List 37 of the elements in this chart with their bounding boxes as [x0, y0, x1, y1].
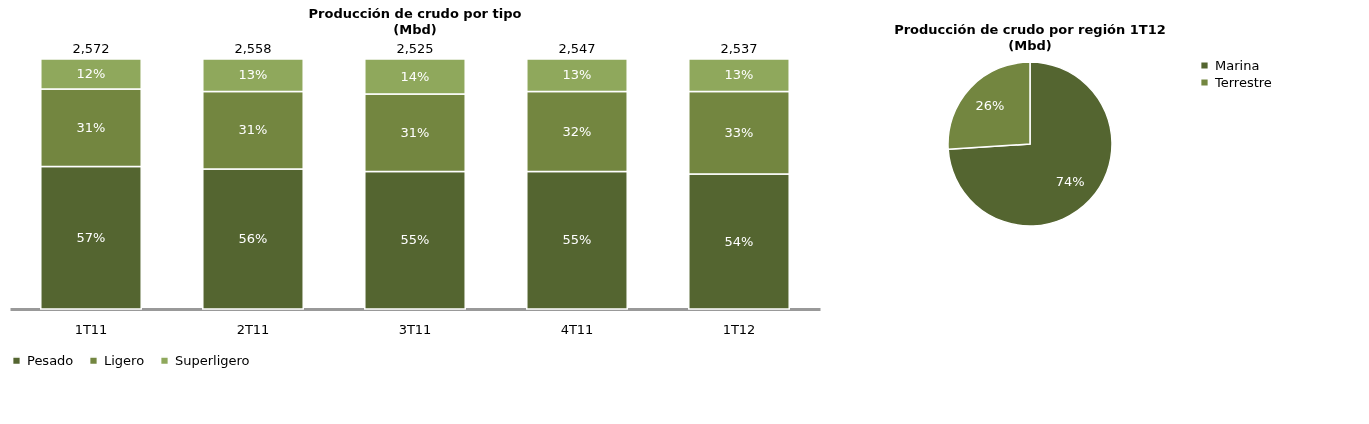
x-tick-label: 2T11: [236, 321, 270, 337]
legend-label: Terrestre: [1214, 74, 1272, 90]
chart-title: Producción de crudo por tipo: [308, 6, 522, 21]
x-tick-label: 3T11: [398, 321, 432, 337]
data-label: 32%: [562, 123, 592, 139]
annotation: 2,558: [234, 41, 272, 56]
legend-label: Marina: [1215, 57, 1260, 73]
legend-label: Ligero: [104, 352, 145, 368]
data-label: 13%: [724, 67, 754, 83]
data-label: 14%: [400, 68, 430, 84]
data-label: 55%: [562, 232, 592, 248]
x-tick-label: 4T11: [560, 321, 594, 337]
chart-subtitle: (Mbd): [393, 22, 437, 37]
x-tick-label: 1T12: [722, 321, 756, 337]
legend-label: Pesado: [27, 352, 74, 368]
data-label: 57%: [76, 229, 106, 245]
annotation: 2,572: [72, 41, 110, 56]
chart-title: Producción de crudo por región 1T12: [894, 22, 1166, 37]
data-label: 13%: [562, 67, 592, 83]
data-label: 26%: [975, 98, 1005, 114]
data-label: 74%: [1055, 173, 1085, 189]
chart-subtitle: (Mbd): [1008, 38, 1052, 53]
annotation: 2,537: [720, 41, 758, 56]
data-label: 13%: [238, 67, 268, 83]
data-label: 31%: [400, 124, 430, 140]
annotation: 2,525: [396, 41, 434, 56]
data-label: 54%: [724, 233, 754, 249]
data-label: 31%: [76, 119, 106, 135]
data-label: 12%: [76, 66, 106, 81]
pie-slice: [947, 61, 1113, 227]
x-tick-label: 1T11: [74, 321, 108, 337]
data-label: 33%: [724, 124, 754, 140]
data-label: 56%: [238, 231, 268, 246]
data-label: 31%: [238, 122, 268, 138]
annotation: 2,547: [558, 41, 596, 56]
legend-label: Superligero: [175, 352, 250, 368]
data-label: 55%: [400, 232, 430, 248]
